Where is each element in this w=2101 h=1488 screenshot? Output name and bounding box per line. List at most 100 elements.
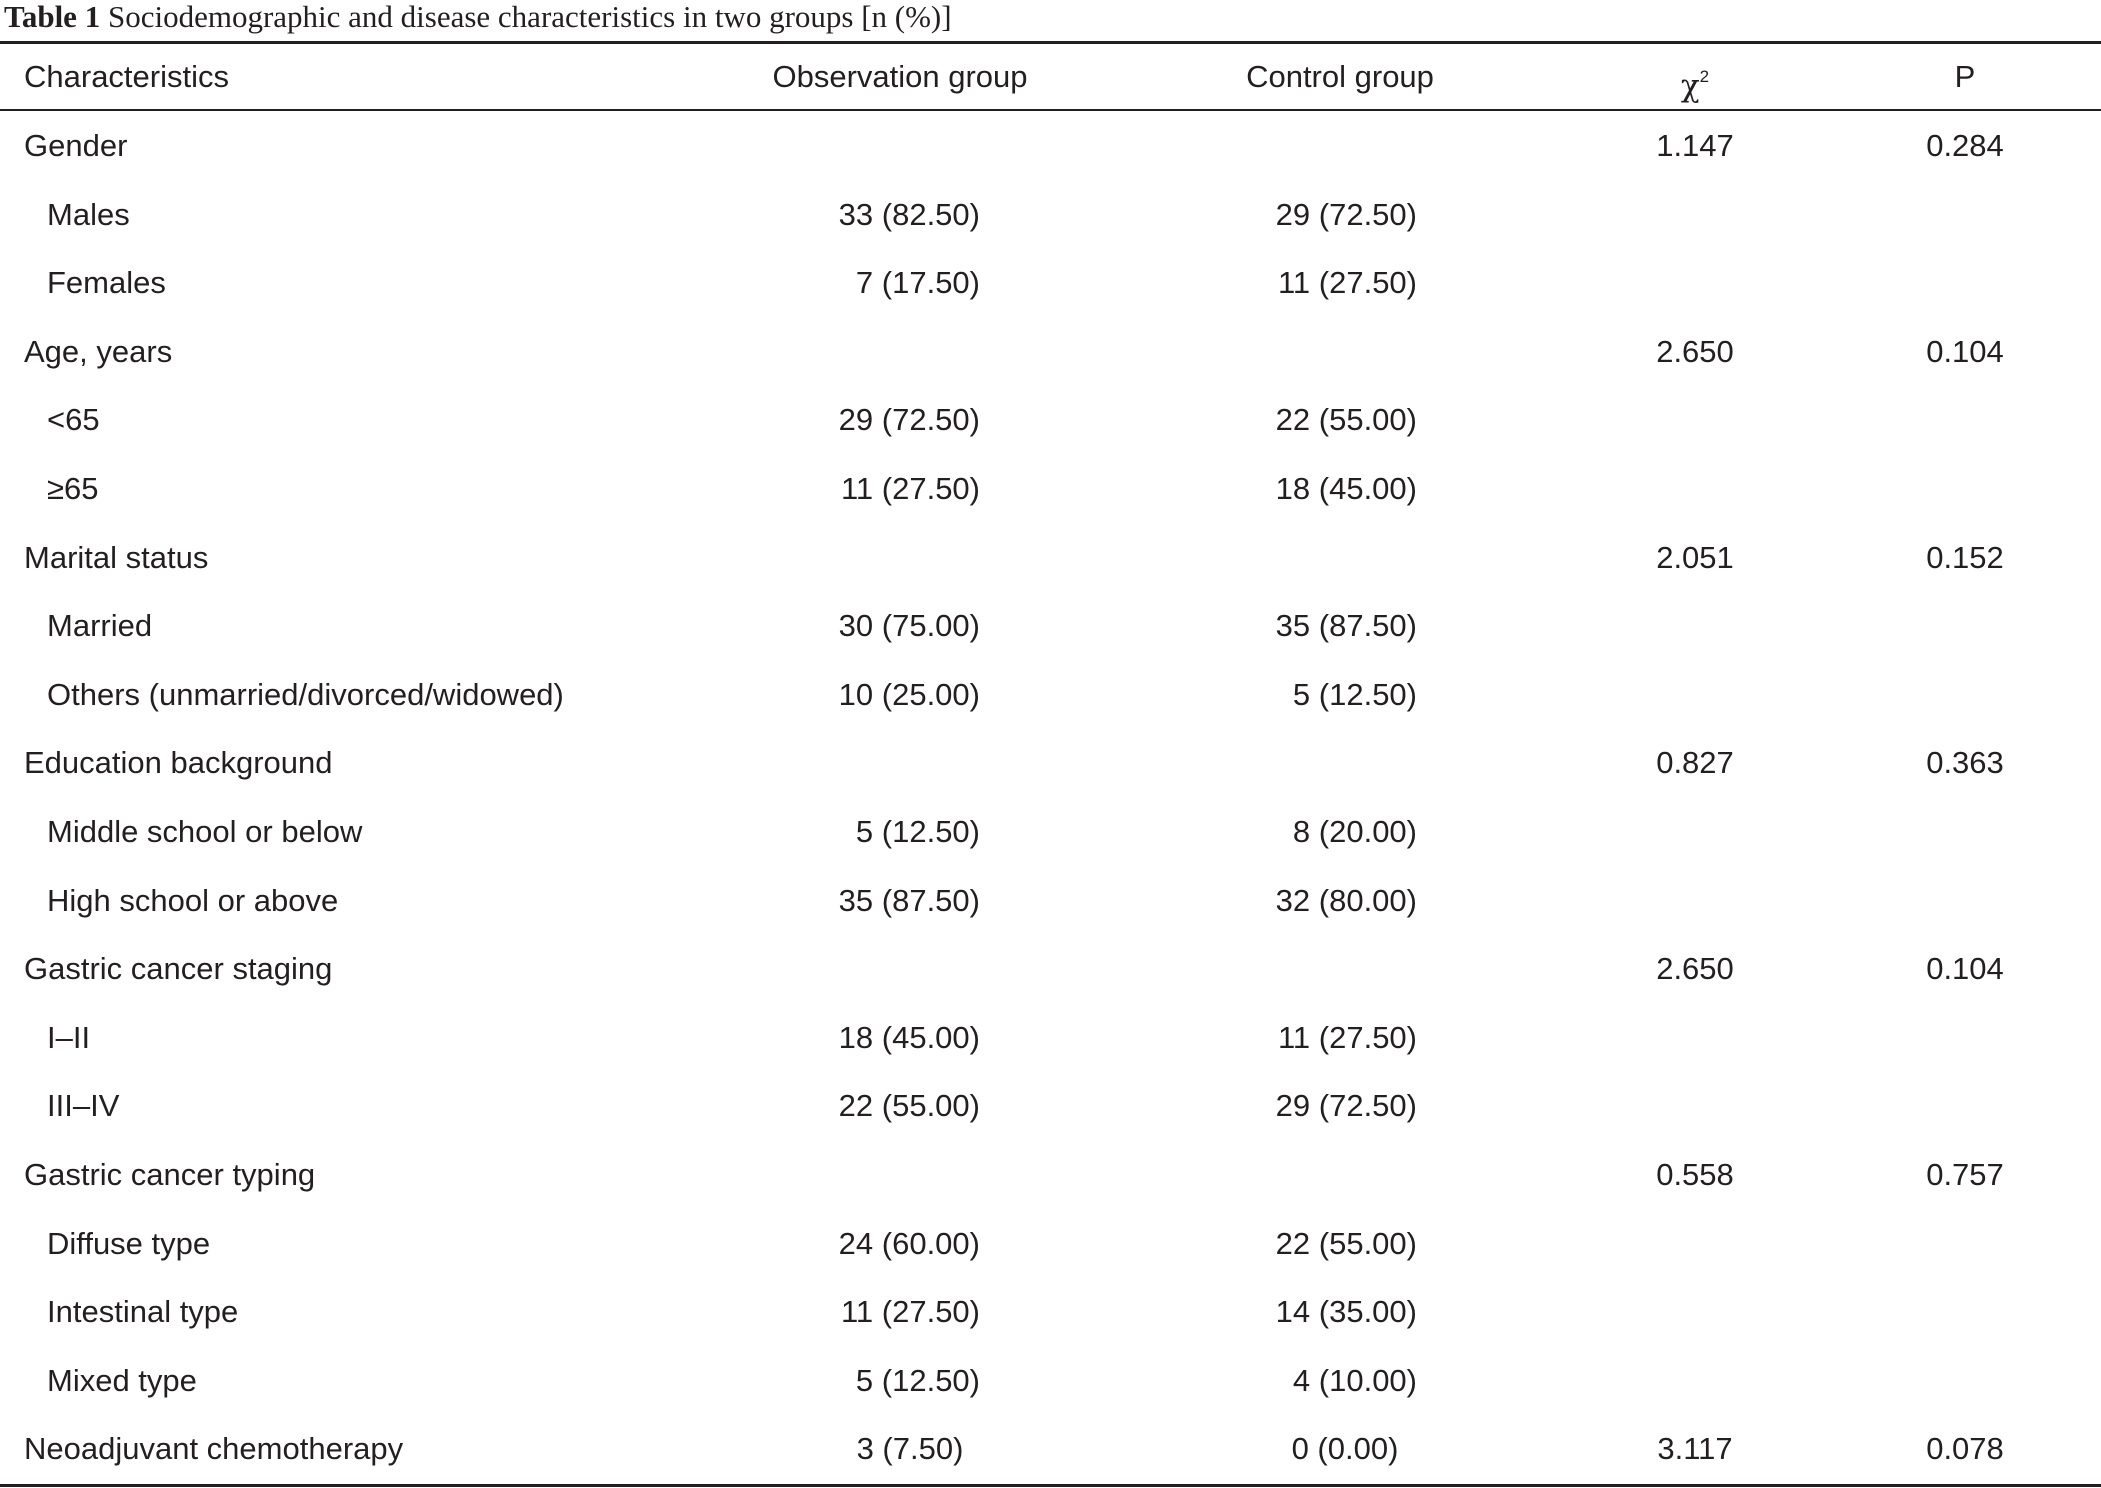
cell-characteristic: Neoadjuvant chemotherapy [24, 1431, 404, 1467]
cell-p-value [1825, 180, 2101, 249]
cell-chi-square-value [1555, 797, 1835, 866]
cell-p-value [1825, 866, 2101, 935]
cell-characteristic: Diffuse type [47, 1225, 211, 1261]
cell-characteristic: High school or above [47, 882, 339, 918]
cell-chi-square-value [1555, 591, 1835, 660]
cell-p-value [1825, 1346, 2101, 1415]
cell-control-value: 0 (0.00) [1291, 1431, 1399, 1467]
cell-control-value: 29 (72.50) [1275, 1088, 1417, 1124]
table-row: III–IV 22 (55.00) 29 (72.50) [0, 1071, 2101, 1140]
cell-chi-square-value [1555, 1346, 1835, 1415]
cell-p-value [1825, 1209, 2101, 1278]
cell-chi-square-value: 0.827 [1656, 745, 1734, 781]
table-row: Intestinal type 11 (27.50) 14 (35.00) [0, 1277, 2101, 1346]
cell-p-value: 0.152 [1926, 539, 2004, 575]
cell-observation-value [620, 934, 980, 1003]
cell-chi-square-value: 0.558 [1656, 1157, 1734, 1192]
cell-control-value [1060, 317, 1417, 386]
cell-control-value: 5 (12.50) [1292, 676, 1417, 712]
cell-characteristic: I–II [47, 1019, 91, 1055]
table-row: <65 29 (72.50) 22 (55.00) [0, 385, 2101, 454]
cell-observation-value [620, 317, 980, 386]
cell-characteristic: Gender [24, 128, 128, 163]
cell-observation-value: 3 (7.50) [856, 1431, 964, 1467]
cell-p-value: 0.284 [1926, 128, 2004, 163]
cell-observation-value: 5 (12.50) [855, 1362, 980, 1398]
cell-control-value: 32 (80.00) [1275, 882, 1417, 918]
cell-characteristic: ≥65 [47, 471, 99, 506]
cell-chi-square-value [1555, 660, 1835, 729]
cell-chi-square-value [1555, 248, 1835, 317]
cell-characteristic: Males [47, 196, 130, 232]
table-header-row: Characteristics Observation group Contro… [0, 42, 2101, 111]
table-row: Gastric cancer typing 0.558 0.757 [0, 1140, 2101, 1209]
table-row: ≥65 11 (27.50) 18 (45.00) [0, 454, 2101, 523]
cell-control-value: 14 (35.00) [1275, 1294, 1417, 1330]
table-row: High school or above 35 (87.50) 32 (80.00) [0, 866, 2101, 935]
cell-chi-square-value [1555, 1003, 1835, 1072]
cell-p-value: 0.104 [1926, 333, 2004, 369]
cell-characteristic: Intestinal type [47, 1294, 239, 1330]
cell-characteristic: <65 [47, 402, 100, 438]
cell-observation-value: 22 (55.00) [838, 1088, 980, 1124]
cell-chi-square-value [1555, 180, 1835, 249]
table-row: Marital status 2.051 0.152 [0, 523, 2101, 592]
cell-control-value [1060, 934, 1417, 1003]
cell-chi-square-value [1555, 866, 1835, 935]
cell-characteristic: Age, years [24, 333, 173, 369]
table-row: I–II 18 (45.00) 11 (27.50) [0, 1003, 2101, 1072]
cell-control-value: 11 (27.50) [1277, 265, 1417, 301]
cell-p-value: 0.104 [1926, 951, 2004, 987]
cell-chi-square-value [1555, 454, 1835, 523]
cell-observation-value: 24 (60.00) [838, 1225, 980, 1261]
cell-p-value [1825, 1277, 2101, 1346]
cell-observation-value [620, 523, 980, 592]
header-observation-group: Observation group [772, 59, 1028, 94]
cell-chi-square-value [1555, 1277, 1835, 1346]
table-caption-label: Table 1 [4, 0, 101, 34]
cell-chi-square-value: 2.650 [1656, 951, 1734, 987]
cell-observation-value: 35 (87.50) [838, 882, 980, 918]
cell-control-value: 22 (55.00) [1275, 402, 1417, 438]
cell-characteristic: Married [47, 608, 153, 644]
cell-p-value [1825, 797, 2101, 866]
cell-observation-value: 29 (72.50) [838, 402, 980, 438]
cell-chi-square-value [1555, 385, 1835, 454]
table-row: Education background 0.827 0.363 [0, 728, 2101, 797]
cell-control-value: 35 (87.50) [1275, 608, 1417, 644]
table-row: Others (unmarried/divorced/widowed) 10 (2… [0, 660, 2101, 729]
cell-control-value [1060, 111, 1417, 180]
cell-observation-value: 30 (75.00) [838, 608, 980, 644]
cell-p-value: 0.757 [1926, 1157, 2004, 1192]
cell-observation-value [620, 111, 980, 180]
cell-characteristic: Middle school or below [47, 814, 363, 849]
cell-characteristic: Education background [24, 745, 333, 781]
cell-observation-value: 11 (27.50) [840, 1294, 980, 1330]
cell-p-value [1825, 248, 2101, 317]
cell-control-value: 4 (10.00) [1292, 1362, 1417, 1398]
cell-characteristic: Females [47, 265, 166, 301]
table-row: Gender 1.147 0.284 [0, 111, 2101, 180]
chi-symbol: χ [1680, 68, 1700, 104]
cell-characteristic: Mixed type [47, 1362, 197, 1398]
table-header-rule [0, 109, 2101, 111]
cell-characteristic: III–IV [47, 1088, 120, 1124]
cell-chi-square-value: 3.117 [1657, 1431, 1733, 1467]
table-row: Age, years 2.650 0.104 [0, 317, 2101, 386]
header-chi-square: χ2 [1555, 42, 1835, 111]
cell-characteristic: Marital status [24, 539, 209, 575]
cell-observation-value: 10 (25.00) [838, 676, 980, 712]
cell-characteristic: Gastric cancer staging [24, 951, 333, 987]
table-row: Mixed type 5 (12.50) 4 (10.00) [0, 1346, 2101, 1415]
cell-observation-value: 11 (27.50) [840, 471, 980, 506]
cell-characteristic: Others (unmarried/divorced/widowed) [47, 676, 564, 712]
table-row: Males 33 (82.50) 29 (72.50) [0, 180, 2101, 249]
cell-observation-value: 18 (45.00) [838, 1019, 980, 1055]
table-caption: Table 1 Sociodemographic and disease cha… [4, 0, 952, 40]
header-characteristics: Characteristics [24, 59, 229, 94]
cell-control-value [1060, 523, 1417, 592]
cell-observation-value [620, 728, 980, 797]
table-row: Middle school or below 5 (12.50) 8 (20.00) [0, 797, 2101, 866]
header-control-group: Control group [1246, 59, 1434, 94]
cell-observation-value: 33 (82.50) [838, 196, 980, 232]
